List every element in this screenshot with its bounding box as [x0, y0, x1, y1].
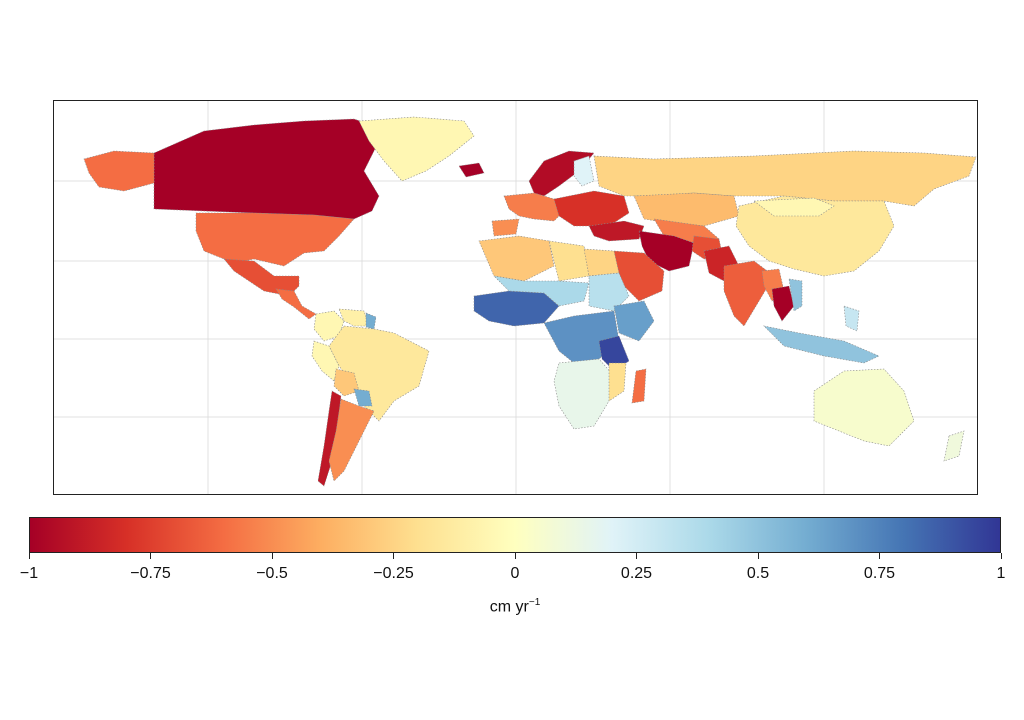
region-west-africa: [473, 290, 560, 327]
colorbar-tick-mark: [879, 553, 880, 559]
region-western-europe: [503, 192, 565, 222]
region-guyana: [365, 312, 377, 330]
region-greenland: [358, 116, 475, 182]
colorbar-tick-label: 0.5: [746, 565, 770, 582]
region-egypt: [583, 248, 620, 277]
region-australia: [813, 368, 915, 447]
colorbar-tick-label: 0.75: [863, 565, 896, 582]
region-sahel: [493, 275, 590, 307]
region-canada: [153, 118, 385, 220]
region-mozambique: [608, 362, 627, 402]
colorbar-tick-label: −0.75: [130, 565, 171, 582]
region-peru: [311, 340, 340, 382]
region-iceland: [458, 162, 485, 178]
colorbar-tick-label: −0.25: [373, 565, 414, 582]
region-algeria: [478, 235, 555, 282]
region-ethiopia: [613, 300, 655, 342]
colorbar-tick-label: 0.25: [620, 565, 653, 582]
region-central-america: [275, 288, 317, 320]
unit-exponent: −1: [528, 597, 541, 608]
region-indonesia: [763, 325, 880, 364]
region-philippines: [843, 305, 860, 332]
region-spain: [491, 218, 520, 237]
colorbar: [29, 517, 1001, 553]
region-eastern-europe: [553, 190, 630, 227]
region-venezuela: [338, 308, 370, 327]
region-turkey: [588, 220, 645, 242]
colorbar-tick-mark: [1000, 553, 1002, 559]
region-mongolia: [753, 197, 835, 217]
unit-base: cm yr: [489, 598, 529, 616]
region-sudan: [588, 272, 630, 312]
region-new-zealand: [943, 430, 965, 462]
region-india: [723, 260, 775, 327]
region-southern-africa: [553, 358, 615, 430]
colorbar-tick-mark: [636, 553, 637, 559]
region-finland: [573, 155, 595, 187]
region-alaska: [83, 150, 155, 192]
colorbar-tick-label: 1: [996, 565, 1006, 582]
colorbar-tick-label: −1: [19, 565, 39, 582]
colorbar-tick-mark: [271, 553, 273, 559]
world-map: [53, 100, 978, 495]
region-tanzania: [598, 335, 630, 372]
region-kazakhstan: [633, 192, 740, 227]
colorbar-tick-mark: [150, 553, 151, 559]
region-paraguay: [353, 388, 373, 407]
colorbar-unit-label: cm yr−1: [490, 597, 541, 616]
region-bolivia: [333, 368, 360, 397]
colorbar-tick-label: −0.5: [256, 565, 288, 582]
region-madagascar: [631, 368, 647, 404]
region-thailand: [771, 285, 795, 322]
region-argentina: [328, 398, 375, 482]
colorbar-tick-mark: [757, 553, 759, 559]
colorbar-tick-mark: [28, 553, 30, 559]
region-vietnam: [788, 278, 803, 312]
region-united-states: [195, 212, 355, 267]
map-canvas: [54, 101, 977, 494]
colorbar-tick-mark: [514, 553, 516, 559]
region-libya: [548, 240, 590, 282]
colorbar-tick-label: 0: [510, 565, 520, 582]
colorbar-tick-mark: [393, 553, 394, 559]
